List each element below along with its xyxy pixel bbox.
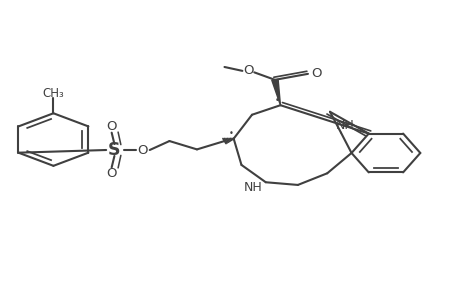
Text: O: O [106, 120, 117, 133]
Text: •: • [274, 96, 279, 105]
Text: NH: NH [243, 181, 262, 194]
Text: •: • [229, 129, 233, 138]
Text: NH: NH [335, 119, 353, 132]
Polygon shape [271, 80, 280, 105]
Text: S: S [108, 141, 120, 159]
Text: O: O [310, 67, 321, 80]
Text: O: O [242, 64, 253, 77]
Text: O: O [137, 143, 148, 157]
Text: O: O [106, 167, 117, 180]
Text: CH₃: CH₃ [43, 87, 64, 101]
